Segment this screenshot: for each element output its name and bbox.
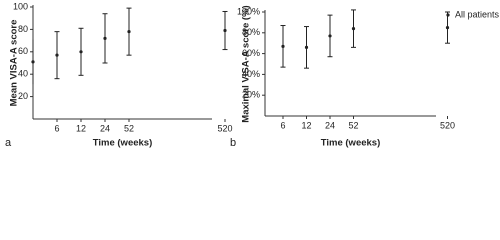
- y-tick-label: 60: [18, 46, 28, 56]
- x-tick-label: 24: [325, 120, 335, 130]
- y-tick-label: 20%: [242, 90, 260, 100]
- point: [55, 53, 59, 57]
- y-axis-label: Maximal VISA-A score (%): [241, 5, 252, 122]
- point: [31, 60, 35, 64]
- y-tick-label: 80%: [242, 27, 260, 37]
- x-tick-label: 24: [100, 123, 110, 133]
- x-tick-label: 12: [301, 120, 311, 130]
- x-tick-label: 520: [217, 123, 232, 133]
- legend-marker: [446, 13, 450, 17]
- x-axis-label: Time (weeks): [321, 138, 381, 149]
- x-tick-label: 6: [54, 123, 59, 133]
- x-tick-label: 12: [76, 123, 86, 133]
- y-tick-label: 80: [18, 24, 28, 34]
- figure: 20 40 60 80 100 6 12 24 52 520 Time (weeks) Mean VI…: [5, 1, 500, 149]
- point: [445, 26, 450, 30]
- y-tick-label: 100: [13, 1, 28, 11]
- y-tick-label: 40%: [242, 69, 260, 79]
- point: [103, 36, 107, 40]
- point: [127, 30, 131, 34]
- panel-label: b: [230, 137, 236, 149]
- point: [281, 44, 285, 48]
- point: [304, 45, 309, 49]
- y-tick-label: 20: [18, 91, 28, 101]
- panel-label: a: [5, 137, 12, 149]
- point: [223, 28, 227, 33]
- point: [79, 50, 83, 54]
- x-tick-label: 52: [124, 123, 134, 133]
- x-axis-label: Time (weeks): [93, 138, 153, 149]
- x-tick-label: 6: [280, 120, 285, 130]
- y-tick-label: 40: [18, 69, 28, 79]
- legend-label: All patients: [455, 9, 500, 19]
- y-tick-label: 60%: [242, 48, 260, 58]
- y-tick-label: 100%: [237, 6, 260, 16]
- y-axis-label: Mean VISA-A score: [9, 20, 20, 107]
- point: [328, 34, 332, 38]
- x-tick-label: 520: [440, 120, 455, 130]
- point: [351, 27, 356, 31]
- x-tick-label: 52: [348, 120, 358, 130]
